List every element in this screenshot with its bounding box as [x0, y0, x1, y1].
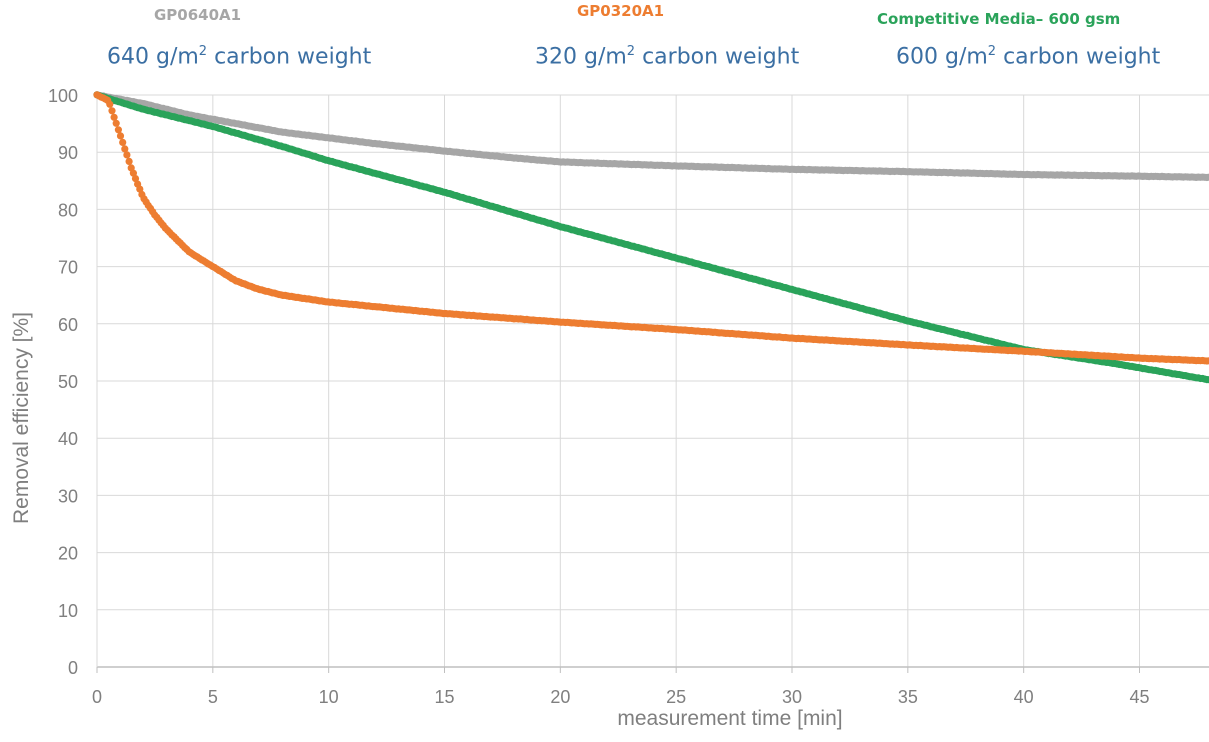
legend-label-gp0640a1: GP0640A1	[154, 6, 242, 24]
y-tick-label: 40	[58, 429, 78, 449]
x-tick-label: 15	[434, 687, 454, 707]
data-point	[136, 185, 144, 193]
data-point	[131, 175, 140, 183]
y-tick-label: 70	[58, 258, 78, 278]
legend-label-competitive-media: Competitive Media– 600 gsm	[877, 10, 1121, 28]
data-point	[106, 100, 114, 108]
data-point	[123, 151, 131, 159]
x-tick-label: 10	[319, 687, 339, 707]
legend-subtitle-gp0640a1: 640 g/m2 carbon weight	[107, 44, 372, 70]
data-point	[114, 126, 122, 134]
x-tick-label: 20	[550, 687, 570, 707]
data-point	[119, 138, 127, 146]
y-tick-label: 0	[68, 658, 78, 678]
data-point	[112, 119, 120, 127]
data-point	[110, 113, 118, 121]
legend-label-gp0320a1: GP0320A1	[577, 2, 665, 20]
data-point	[129, 169, 137, 177]
data-point	[125, 157, 133, 165]
y-tick-label: 80	[58, 200, 78, 220]
data-point	[121, 145, 129, 153]
y-tick-label: 50	[58, 372, 78, 392]
legend-subtitle-competitive-media: 600 g/m2 carbon weight	[896, 44, 1161, 70]
x-tick-label: 30	[782, 687, 802, 707]
data-point	[1205, 173, 1209, 181]
x-tick-label: 40	[1014, 687, 1034, 707]
series-competitive-media-600-gsm	[93, 91, 1209, 384]
x-tick-label: 25	[666, 687, 686, 707]
data-point	[108, 107, 116, 115]
series-gp0640a1	[93, 91, 1209, 182]
x-tick-label: 0	[92, 687, 102, 707]
series-gp0320a1	[93, 91, 1209, 365]
x-tick-label: 35	[898, 687, 918, 707]
legend-subtitle-gp0320a1: 320 g/m2 carbon weight	[535, 44, 800, 70]
x-tick-label: 5	[208, 687, 218, 707]
data-point	[1205, 357, 1209, 365]
y-tick-label: 100	[48, 86, 78, 106]
y-tick-label: 90	[58, 143, 78, 163]
x-tick-label: 45	[1129, 687, 1149, 707]
y-tick-label: 60	[58, 315, 78, 335]
data-point	[116, 132, 125, 140]
y-tick-label: 30	[58, 486, 78, 506]
data-point	[1205, 376, 1209, 384]
y-axis-title: Removal efficiency [%]	[10, 311, 33, 525]
y-tick-label: 20	[58, 544, 78, 564]
y-tick-label: 10	[58, 601, 78, 621]
x-axis-title: measurement time [min]	[617, 707, 843, 730]
